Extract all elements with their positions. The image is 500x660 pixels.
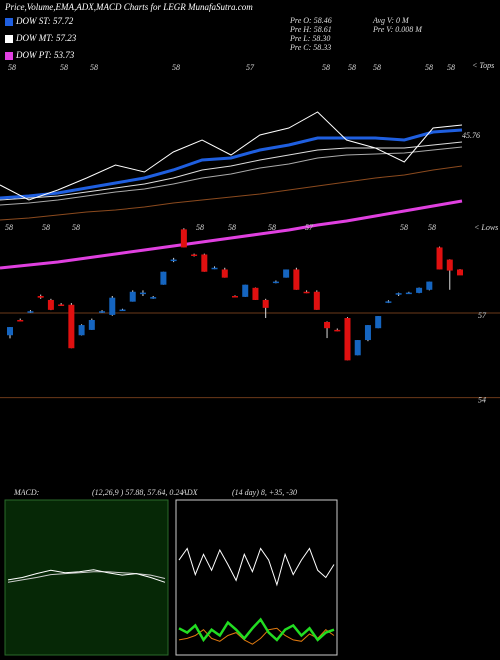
adx-label: ADX bbox=[181, 488, 199, 497]
candle-body bbox=[221, 269, 228, 278]
legend-swatch bbox=[5, 18, 13, 26]
candle-body bbox=[232, 296, 238, 298]
info-text: Pre O: 58.46 bbox=[289, 16, 332, 25]
candle-body bbox=[375, 316, 382, 329]
adx-params: (14 day) 8, +35, -30 bbox=[232, 488, 297, 497]
low-label: 58 bbox=[5, 223, 13, 232]
candle-body bbox=[201, 254, 208, 272]
low-label: 58 bbox=[228, 223, 236, 232]
last-value-label: 45.76 bbox=[462, 131, 480, 140]
candle-body bbox=[17, 320, 24, 322]
candle-body bbox=[262, 299, 269, 308]
candle-body bbox=[129, 291, 136, 302]
candle-body bbox=[334, 329, 341, 332]
top-label: 58 bbox=[373, 63, 381, 72]
y-tick-label: 57 bbox=[478, 311, 487, 320]
candle-body bbox=[47, 299, 54, 310]
low-label: 58 bbox=[42, 223, 50, 232]
legend-label: DOW PT: 53.73 bbox=[15, 50, 75, 60]
info-text: Pre L: 58.30 bbox=[289, 34, 330, 43]
candle-body bbox=[88, 320, 95, 330]
line bbox=[0, 199, 463, 270]
candle-body bbox=[324, 321, 331, 329]
candle-body bbox=[354, 340, 361, 356]
candle-body bbox=[99, 311, 106, 313]
macd-label: MACD: bbox=[13, 488, 40, 497]
candle-body bbox=[405, 292, 412, 295]
candle-body bbox=[68, 304, 75, 349]
line bbox=[7, 569, 166, 583]
line bbox=[178, 547, 335, 587]
candle-body bbox=[395, 293, 402, 295]
candle-body bbox=[303, 291, 310, 294]
low-label: 57 bbox=[305, 223, 314, 232]
candle-body bbox=[364, 325, 371, 341]
candle-body bbox=[242, 284, 249, 297]
candle-body bbox=[180, 229, 187, 248]
candle-body bbox=[7, 327, 13, 336]
candle-body bbox=[109, 297, 116, 315]
top-label: 57 bbox=[246, 63, 255, 72]
low-label: 58 bbox=[268, 223, 276, 232]
info-text: Pre C: 58.33 bbox=[289, 43, 331, 52]
legend-swatch bbox=[5, 35, 13, 43]
line bbox=[178, 617, 335, 643]
line bbox=[0, 111, 463, 201]
candle-body bbox=[446, 259, 453, 271]
low-label: 58 bbox=[400, 223, 408, 232]
lows-note: < Lows bbox=[474, 223, 498, 232]
legend-label: DOW MT: 57.23 bbox=[15, 33, 77, 43]
candle-body bbox=[211, 267, 218, 270]
candle-body bbox=[344, 318, 351, 361]
candle-body bbox=[436, 247, 443, 270]
top-label: 58 bbox=[60, 63, 68, 72]
candle-body bbox=[160, 271, 167, 285]
top-label: 58 bbox=[425, 63, 433, 72]
top-label: 58 bbox=[8, 63, 16, 72]
low-label: 58 bbox=[428, 223, 436, 232]
line bbox=[0, 165, 463, 221]
candle-body bbox=[119, 309, 126, 312]
top-label: 58 bbox=[348, 63, 356, 72]
candle-body bbox=[426, 281, 433, 290]
candle-body bbox=[457, 269, 463, 276]
candle-body bbox=[150, 297, 157, 299]
line bbox=[0, 141, 463, 201]
candle-body bbox=[313, 291, 320, 310]
candle-body bbox=[191, 254, 198, 256]
legend-label: DOW ST: 57.72 bbox=[15, 16, 74, 26]
candle-body bbox=[78, 325, 85, 336]
candle-body bbox=[385, 301, 392, 303]
macd-panel bbox=[4, 499, 169, 656]
candle-body bbox=[27, 311, 34, 313]
info-text: Pre V: 0.008 M bbox=[372, 25, 423, 34]
tops-note: < Tops bbox=[472, 61, 494, 70]
candle-body bbox=[170, 259, 177, 262]
info-text: Pre H: 58.61 bbox=[289, 25, 332, 34]
top-label: 58 bbox=[90, 63, 98, 72]
top-label: 58 bbox=[322, 63, 330, 72]
candle-body bbox=[416, 287, 423, 293]
candle-body bbox=[139, 292, 146, 295]
top-label: 58 bbox=[447, 63, 455, 72]
candle-body bbox=[272, 281, 279, 284]
line bbox=[0, 128, 463, 200]
info-text: Avg V: 0 M bbox=[372, 16, 410, 25]
top-label: 58 bbox=[172, 63, 180, 72]
candle-body bbox=[58, 304, 65, 306]
candle-body bbox=[293, 269, 300, 290]
page-title: Price,Volume,EMA,ADX,MACD Charts for LEG… bbox=[4, 2, 253, 12]
line bbox=[0, 146, 463, 206]
candle-body bbox=[37, 296, 44, 298]
low-label: 58 bbox=[196, 223, 204, 232]
candle-body bbox=[283, 269, 290, 278]
low-label: 58 bbox=[72, 223, 80, 232]
y-tick-label: 54 bbox=[478, 395, 486, 404]
line bbox=[178, 627, 335, 645]
legend-swatch bbox=[5, 52, 13, 60]
macd-params: (12,26,9 ) 57.88, 57.64, 0.24 bbox=[92, 488, 183, 497]
candle-body bbox=[252, 287, 259, 300]
